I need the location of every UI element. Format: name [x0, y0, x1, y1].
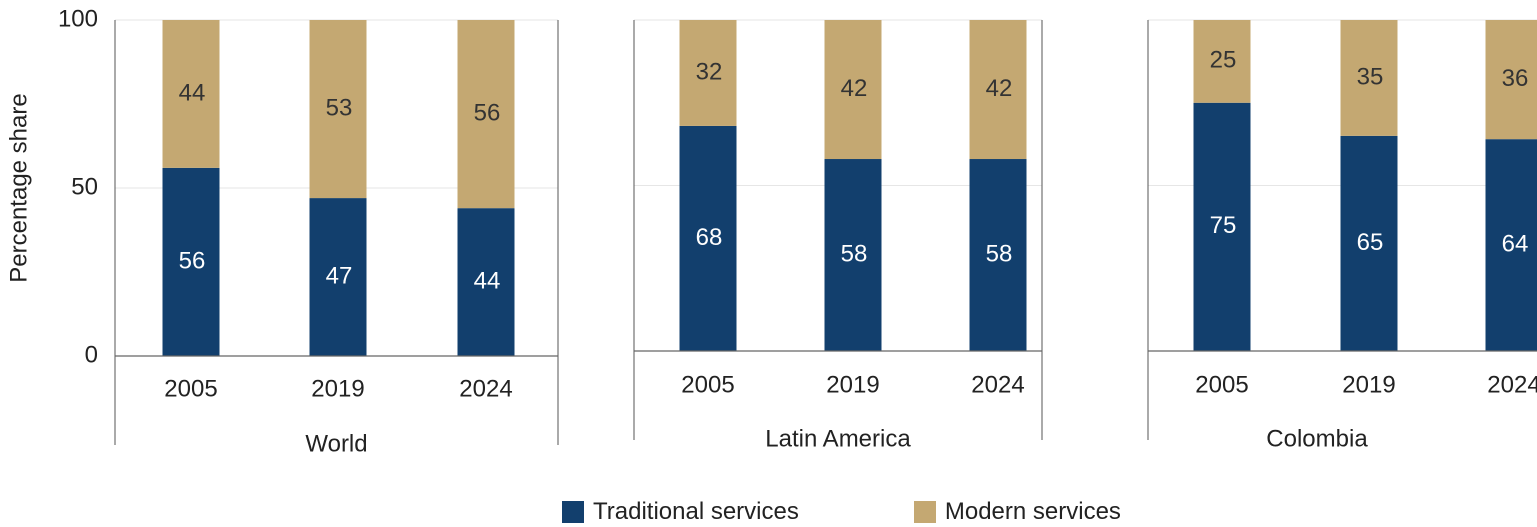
legend-item-traditional: Traditional services — [562, 498, 799, 526]
x-tick-label: 2019 — [311, 375, 364, 402]
bar-traditional — [679, 125, 737, 351]
x-tick-label: 2024 — [1487, 371, 1537, 398]
legend-swatch-modern — [913, 501, 936, 523]
data-label-traditional: 58 — [986, 240, 1013, 267]
data-label-modern: 36 — [1502, 65, 1529, 92]
bar-traditional — [309, 198, 367, 356]
data-label-traditional: 68 — [696, 224, 723, 251]
y-tick-label: 50 — [71, 173, 98, 200]
legend-label-modern: Modern services — [944, 498, 1121, 525]
bar-modern — [1193, 20, 1251, 103]
bar-traditional — [457, 208, 515, 356]
chart-legend: Traditional services Modern services — [562, 498, 1236, 526]
data-label-traditional: 44 — [474, 267, 501, 294]
x-tick-label: 2019 — [826, 371, 879, 398]
data-label-traditional: 47 — [326, 262, 353, 289]
data-label-traditional: 75 — [1210, 212, 1237, 239]
data-label-traditional: 64 — [1502, 230, 1529, 257]
x-tick-label: 2019 — [1342, 371, 1395, 398]
legend-item-modern: Modern services — [913, 498, 1121, 526]
x-tick-label: 2005 — [1195, 371, 1248, 398]
legend-swatch-traditional — [562, 501, 584, 523]
y-axis-label: Percentage share — [5, 93, 32, 282]
data-label-modern: 35 — [1357, 63, 1384, 90]
y-tick-label: 0 — [85, 341, 98, 368]
data-label-modern: 25 — [1210, 47, 1237, 74]
panel-title: World — [305, 430, 367, 457]
bar-modern — [162, 20, 220, 168]
bar-traditional — [1485, 139, 1537, 351]
x-tick-label: 2024 — [971, 371, 1024, 398]
x-tick-label: 2005 — [164, 375, 217, 402]
bar-traditional — [1340, 135, 1398, 351]
data-label-modern: 42 — [841, 75, 868, 102]
data-label-traditional: 58 — [841, 240, 868, 267]
bar-modern — [969, 20, 1027, 160]
data-label-modern: 42 — [986, 75, 1013, 102]
bar-modern — [1340, 20, 1398, 136]
data-label-traditional: 65 — [1357, 229, 1384, 256]
bar-modern — [457, 20, 515, 209]
bar-modern — [309, 20, 367, 199]
panel-title: Latin America — [765, 425, 911, 452]
bar-traditional — [824, 159, 882, 351]
data-label-traditional: 56 — [179, 247, 206, 274]
data-label-modern: 44 — [179, 79, 206, 106]
y-tick-label: 100 — [58, 5, 98, 32]
data-label-modern: 53 — [326, 94, 353, 121]
bar-modern — [824, 20, 882, 160]
bar-modern — [679, 20, 737, 126]
panel-title: Colombia — [1266, 425, 1368, 452]
x-tick-label: 2024 — [459, 375, 512, 402]
bar-modern — [1485, 20, 1537, 140]
bar-traditional — [162, 167, 220, 356]
bar-traditional — [969, 159, 1027, 351]
bar-traditional — [1193, 102, 1251, 351]
data-label-modern: 32 — [696, 58, 723, 85]
legend-label-traditional: Traditional services — [593, 498, 799, 525]
data-label-modern: 56 — [474, 99, 501, 126]
x-tick-label: 2005 — [681, 371, 734, 398]
